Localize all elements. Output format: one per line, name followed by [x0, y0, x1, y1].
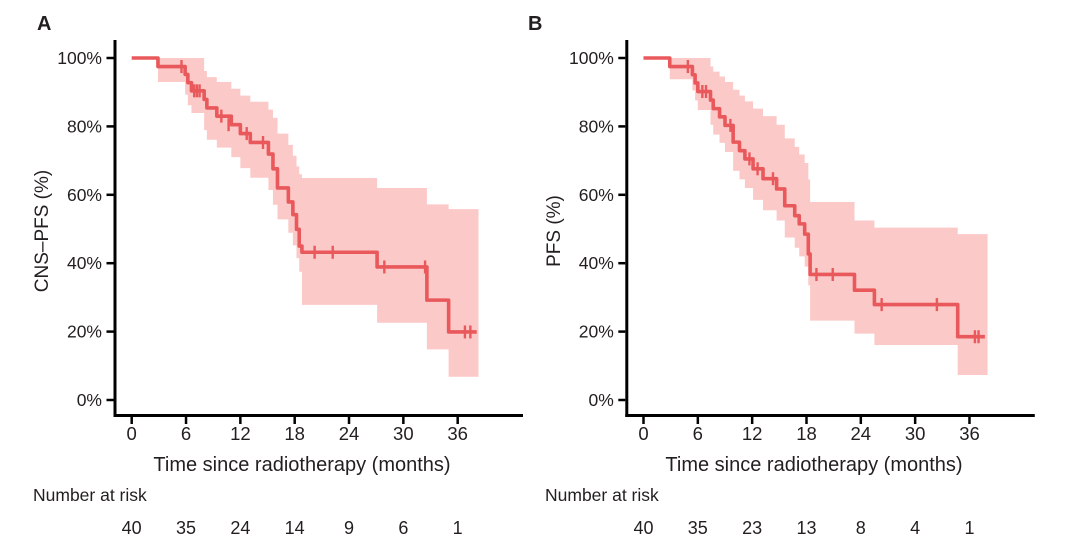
y-tick-label: 20% [579, 322, 614, 342]
panel-b-censor-ticks [686, 60, 980, 344]
y-tick-label: 0% [77, 390, 102, 410]
x-tick-label: 30 [393, 423, 414, 444]
x-tick-label: 6 [693, 423, 703, 444]
x-tick-label: 0 [638, 423, 648, 444]
panel-a-y-ticks: 0% 20% 40% 60% 80% 100% [57, 48, 114, 410]
panel-a-label: A [37, 13, 52, 35]
number-at-risk-count: 8 [856, 518, 866, 538]
number-at-risk-count: 24 [230, 518, 250, 538]
number-at-risk-count: 1 [964, 518, 974, 538]
x-tick-label: 0 [127, 423, 137, 444]
panel-a-confidence-band [157, 58, 479, 377]
x-tick-label: 12 [742, 423, 763, 444]
panel-b-x-ticks: 0 40 6 35 12 23 18 13 24 8 30 4 36 1 [633, 417, 980, 538]
number-at-risk-count: 14 [285, 518, 305, 538]
panel-b-y-ticks: 0% 20% 40% 60% 80% 100% [569, 48, 626, 410]
number-at-risk-count: 4 [910, 518, 920, 538]
panel-b-x-axis-title: Time since radiotherapy (months) [665, 454, 963, 476]
number-at-risk-count: 35 [176, 518, 196, 538]
x-tick-label: 12 [230, 423, 251, 444]
x-tick-label: 36 [447, 423, 468, 444]
panel-b-y-axis-title: PFS (%) [544, 195, 565, 267]
y-tick-label: 20% [67, 322, 102, 342]
y-tick-label: 80% [579, 116, 614, 136]
panel-a-y-axis-title: CNS–PFS (%) [32, 169, 53, 293]
y-tick-label: 80% [67, 116, 102, 136]
y-tick-label: 40% [579, 253, 614, 273]
panel-a-axes [113, 40, 523, 417]
panel-b-number-at-risk-label: Number at risk [545, 485, 659, 505]
number-at-risk-count: 6 [398, 518, 408, 538]
x-tick-label: 36 [959, 423, 980, 444]
x-tick-label: 18 [284, 423, 305, 444]
y-tick-label: 0% [589, 390, 614, 410]
panel-a-plot: 0% 20% 40% 60% 80% 100% 0 40 6 35 12 24 18 14 24 9 30 6 36… [57, 40, 523, 538]
panel-b-confidence-band [669, 58, 988, 376]
x-tick-label: 30 [905, 423, 926, 444]
number-at-risk-count: 13 [796, 518, 816, 538]
number-at-risk-count: 9 [344, 518, 354, 538]
number-at-risk-count: 40 [633, 518, 653, 538]
panel-a-number-at-risk-label: Number at risk [33, 485, 147, 505]
x-tick-label: 24 [851, 423, 872, 444]
x-tick-label: 6 [181, 423, 191, 444]
number-at-risk-count: 40 [122, 518, 142, 538]
y-tick-label: 100% [569, 48, 614, 68]
panel-b-km-curve [643, 56, 985, 339]
panel-b-label: B [528, 13, 543, 35]
number-at-risk-count: 23 [742, 518, 762, 538]
panel-a-censor-ticks [180, 60, 472, 339]
panel-b-axes [625, 40, 1035, 417]
number-at-risk-count: 1 [453, 518, 463, 538]
x-tick-label: 24 [339, 423, 360, 444]
x-tick-label: 18 [796, 423, 817, 444]
y-tick-label: 100% [57, 48, 102, 68]
panel-a-x-ticks: 0 40 6 35 12 24 18 14 24 9 30 6 36 1 [122, 417, 468, 538]
y-tick-label: 40% [67, 253, 102, 273]
panel-a-km-curve [131, 56, 477, 334]
y-tick-label: 60% [67, 185, 102, 205]
panel-b-plot: 0% 20% 40% 60% 80% 100% 0 40 6 35 12 23 18 13 24 8 30 4 36… [569, 40, 1035, 538]
y-tick-label: 60% [579, 185, 614, 205]
panel-a-x-axis-title: Time since radiotherapy (months) [153, 454, 451, 476]
number-at-risk-count: 35 [688, 518, 708, 538]
